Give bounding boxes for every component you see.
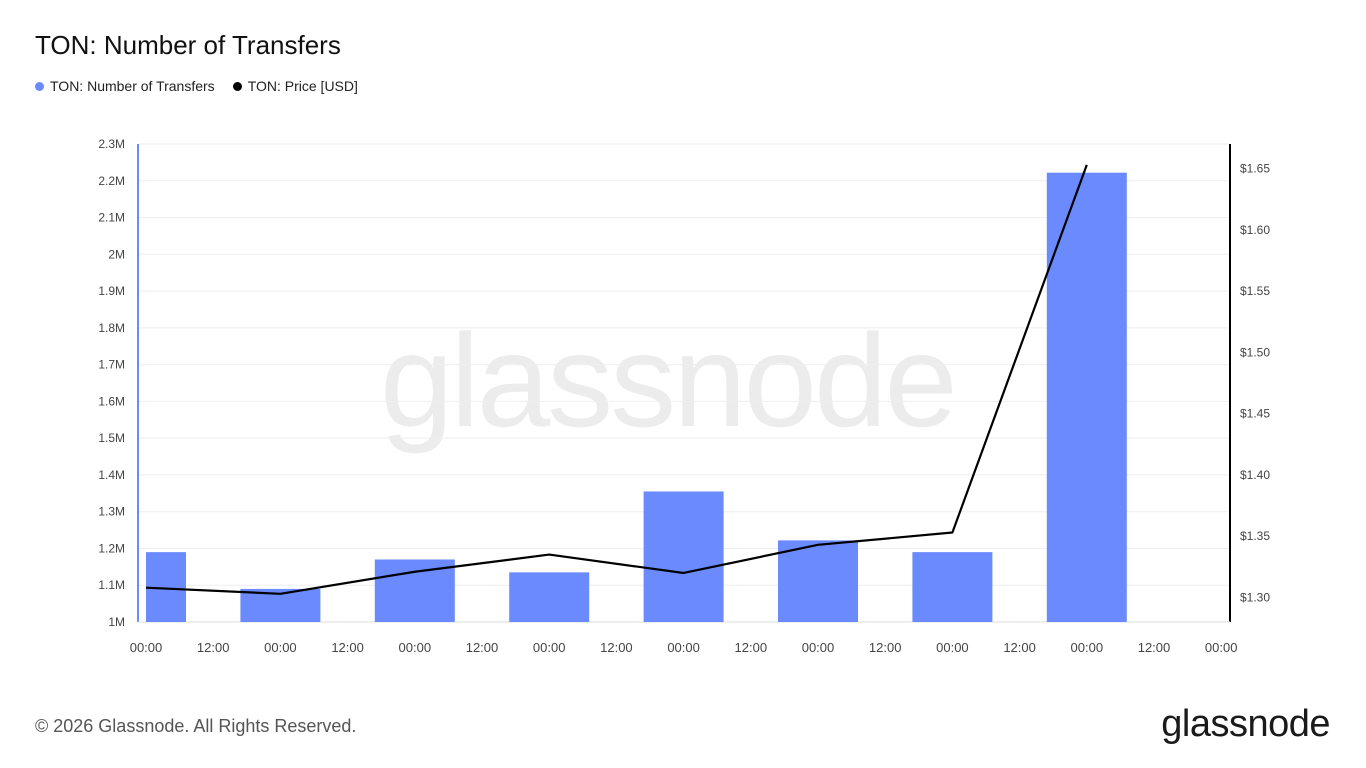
y-left-tick-label: 1.2M [98,541,125,555]
bar-transfers [1046,172,1127,622]
x-tick-label: 12:00 [466,640,499,655]
bar-transfers [778,540,858,622]
y-right-tick-label: $1.65 [1240,162,1270,176]
y-right-tick-label: $1.45 [1240,407,1270,421]
x-tick-label: 12:00 [331,640,364,655]
bar-transfers [643,491,724,622]
y-right-tick-label: $1.35 [1240,529,1270,543]
y-right-tick-label: $1.60 [1240,223,1270,237]
x-tick-label: 12:00 [735,640,768,655]
x-tick-label: 12:00 [1003,640,1036,655]
y-right-tick-label: $1.30 [1240,590,1270,604]
legend-dot-transfers [35,81,44,91]
legend: TON: Number of Transfers TON: Price [USD… [35,78,358,94]
x-tick-label: 00:00 [667,640,700,655]
y-left-tick-label: 2M [108,247,125,261]
y-left-tick-label: 1.8M [98,321,125,335]
legend-dot-price [232,81,242,91]
y-left-tick-label: 2.1M [98,211,125,225]
price-line [145,164,1088,595]
y-left-tick-label: 1.3M [98,505,125,519]
x-tick-label: 00:00 [1071,640,1104,655]
copyright-footer: © 2026 Glassnode. All Rights Reserved. [35,716,357,736]
chart-canvas: 1M 1.1M 1.2M 1.3M 1.4M 1.5M 1.6M 1.7M 1.8M 1.9M 2M… [98,137,1270,655]
x-tick-label: 00:00 [399,640,432,655]
y-left-tick-label: 1.6M [98,394,125,408]
x-tick-label: 00:00 [264,640,297,655]
x-tick-label: 00:00 [802,640,835,655]
glassnode-logo: glassnode [1161,703,1330,745]
x-tick-label: 12:00 [600,640,633,655]
x-tick-label: 00:00 [1205,640,1238,655]
bar-transfers [374,559,455,622]
y-left-tick-label: 1M [108,615,125,629]
legend-item-transfers[interactable]: TON: Number of Transfers [35,78,215,94]
y-left-tick-label: 1.7M [98,358,125,372]
y-right-tick-label: $1.40 [1240,468,1270,482]
bar-transfers [509,572,590,622]
x-tick-label: 12:00 [869,640,902,655]
y-left-tick-label: 1.4M [98,468,125,482]
legend-label-price: TON: Price [USD] [247,78,358,94]
x-tick-label: 00:00 [936,640,969,655]
y-right-tick-label: $1.55 [1240,284,1270,298]
y-left-tick-label: 1.1M [98,578,125,592]
y-left-tick-label: 2.2M [98,174,125,188]
y-left-tick-label: 1.5M [98,431,125,445]
legend-item-price[interactable]: TON: Price [USD] [232,78,358,94]
x-tick-label: 00:00 [130,640,163,655]
y-left-tick-label: 1.9M [98,284,125,298]
bar-transfers [912,552,993,622]
y-right-tick-label: $1.50 [1240,345,1270,359]
x-tick-label: 12:00 [197,640,230,655]
x-tick-label: 00:00 [533,640,566,655]
legend-label-transfers: TON: Number of Transfers [50,78,215,94]
y-left-tick-label: 2.3M [98,137,125,151]
chart-title: TON: Number of Transfers [35,30,341,60]
x-tick-label: 12:00 [1138,640,1171,655]
